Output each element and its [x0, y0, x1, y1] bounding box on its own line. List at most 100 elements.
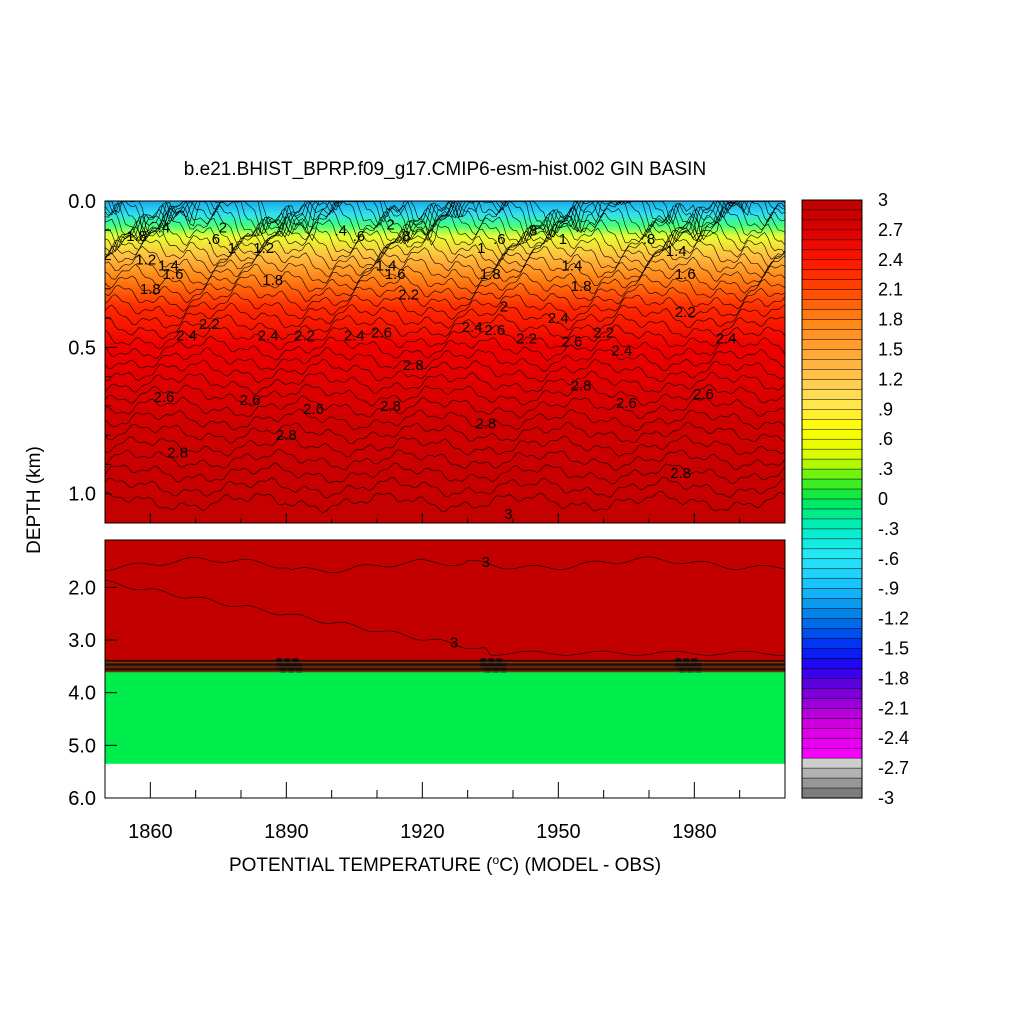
colorbar-cell: [801, 727, 863, 739]
x-axis-label: POTENTIAL TEMPERATURE (oC) (MODEL - OBS): [229, 853, 661, 876]
colorbar-label: -.6: [878, 549, 899, 569]
colorbar-cell: [801, 528, 863, 540]
colorbar-cell: [801, 708, 863, 719]
x-tick-label: 1950: [536, 821, 581, 843]
contour-line: [105, 476, 785, 499]
contour-label: 2.4: [176, 328, 197, 345]
contour-label: 1.4: [666, 243, 687, 260]
colorbar-cell: [801, 688, 863, 699]
y-tick-label: 3.0: [68, 630, 96, 652]
contour-label: 2.4: [716, 331, 737, 348]
colorbar-cell: [801, 498, 863, 510]
colorbar-label: 2.4: [878, 250, 903, 270]
contour-label: .8: [398, 228, 411, 245]
y-axis-lower: 2.0 3.0 4.0 5.0 6.0: [68, 577, 117, 810]
colorbar-label: -1.5: [878, 639, 909, 659]
colorbar-cell: [801, 757, 863, 769]
colorbar-cell: [801, 568, 863, 580]
contour-line: [105, 421, 785, 445]
colorbar-cell: [801, 239, 863, 251]
contour-line: [105, 370, 785, 396]
contour-line: [105, 282, 785, 312]
x-tick-label: 1860: [128, 821, 173, 843]
contour-line: [105, 254, 785, 288]
colorbar-cell: [801, 249, 863, 261]
contour-line: [105, 263, 785, 295]
colorbar-label: 2.1: [878, 280, 903, 300]
y-tick-label: 0.5: [68, 337, 96, 359]
colorbar-cell: [801, 588, 863, 600]
contour-label: 2.6: [371, 325, 392, 342]
colorbar-label: .9: [878, 399, 893, 419]
colorbar-cell: [801, 219, 863, 231]
contour-line: [105, 383, 785, 407]
contour-label: .6: [208, 231, 221, 248]
contour-label: 1.8: [140, 281, 161, 298]
colorbar-cell: [801, 718, 863, 729]
colorbar-cell: [801, 259, 863, 271]
colorbar-label: .3: [878, 459, 893, 479]
colorbar-cell: [801, 668, 863, 679]
colorbar: [801, 199, 863, 799]
contour-line: [105, 201, 785, 243]
y-tick-label: 4.0: [68, 683, 96, 705]
contour-label: 2.6: [154, 389, 175, 406]
contour-label: 2.2: [294, 328, 315, 345]
y-axis-label: DEPTH (km): [24, 446, 45, 554]
colorbar-cell: [801, 399, 863, 410]
colorbar-label: -2.1: [878, 698, 909, 718]
contour-cluster-mark: [276, 658, 283, 669]
colorbar-cell: [801, 638, 863, 650]
contour-label: 1.8: [126, 228, 147, 245]
colorbar-cell: [801, 478, 863, 490]
contour-label: 2.6: [693, 386, 714, 403]
contour-line: [105, 302, 785, 331]
contour-label: 2.4: [548, 310, 569, 327]
colorbar-cell: [801, 787, 863, 799]
y-tick-label: 0.0: [68, 191, 96, 213]
contour-cluster-mark: [683, 658, 690, 669]
colorbar-cell: [801, 438, 863, 450]
colorbar-cell: [801, 428, 863, 440]
colorbar-label: -1.2: [878, 609, 909, 629]
lower-panel-frame: [104, 539, 786, 799]
y-axis-upper: 0.0 0.5 1.0: [68, 191, 117, 524]
contour-label: 2.6: [562, 334, 583, 351]
contour-label: 2.8: [380, 398, 401, 415]
upper-panel-frame: [104, 200, 786, 524]
contour-label: 1.4: [376, 257, 397, 274]
colorbar-cell: [801, 229, 863, 241]
contour-label: 2.4: [344, 328, 365, 345]
colorbar-cell: [801, 518, 863, 530]
contour-line: [105, 346, 785, 372]
contour-label: .4: [158, 219, 171, 236]
contour-label: 1.8: [480, 266, 501, 283]
colorbar-cell: [801, 309, 863, 321]
contour-label: 2.6: [303, 401, 324, 418]
contour-line: [105, 313, 785, 340]
colorbar-label: 3: [878, 190, 888, 210]
x-tick-label: 1920: [400, 821, 445, 843]
contour-line: [105, 246, 785, 280]
lower-contour-labels: 33: [450, 554, 490, 652]
contour-label: 1.6: [675, 266, 696, 283]
contour-label: 2.2: [516, 331, 537, 348]
contour-cluster-mark: [496, 658, 503, 669]
contour-cluster-mark: [488, 658, 495, 669]
contour-line: [105, 462, 785, 485]
contour-cluster-mark: [292, 658, 299, 669]
colorbar-label: -3: [878, 788, 894, 808]
x-tick-label: 1890: [264, 821, 309, 843]
contour-label: 2.8: [571, 377, 592, 394]
lower-contour-lines: [105, 556, 785, 673]
contour-line: [105, 335, 785, 361]
colorbar-cell: [801, 747, 863, 759]
colorbar-label: 2.7: [878, 220, 903, 240]
contour-label: 2.2: [675, 304, 696, 321]
colorbar-cell: [801, 339, 863, 351]
y-tick-label: 2.0: [68, 577, 96, 599]
contour-cluster-mark: [480, 658, 487, 669]
colorbar-cell: [801, 279, 863, 291]
contour-label: 2.8: [475, 415, 496, 432]
contour-label: .4: [334, 222, 347, 239]
